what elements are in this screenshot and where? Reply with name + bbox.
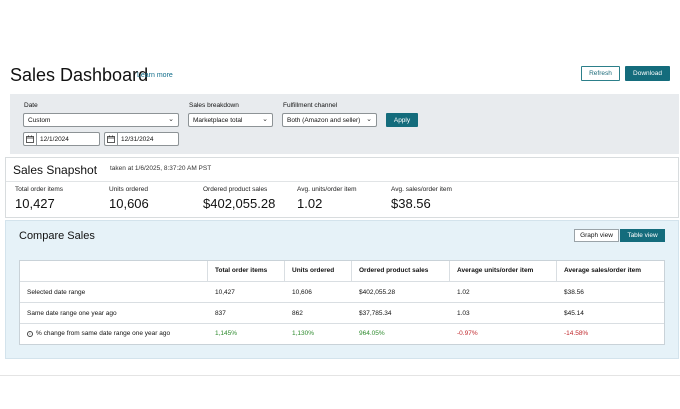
table-cell: $402,055.28 bbox=[359, 289, 396, 296]
table-cell: 964.05% bbox=[359, 330, 385, 337]
learn-more-link[interactable]: Learn more bbox=[137, 72, 173, 79]
table-cell: $37,785.34 bbox=[359, 310, 392, 317]
page-title: Sales Dashboard bbox=[10, 65, 149, 85]
table-cell: $45.14 bbox=[564, 310, 584, 317]
table-header-row: Total order items Units ordered Ordered … bbox=[20, 261, 664, 282]
table-cell: -0.97% bbox=[457, 330, 478, 337]
fulfillment-channel-value: Both (Amazon and seller) bbox=[287, 116, 361, 124]
metric-label-units-ordered: Units ordered bbox=[109, 186, 149, 193]
column-header: Average units/order item bbox=[457, 267, 534, 274]
divider bbox=[0, 375, 680, 376]
metric-value-total-order-items: 10,427 bbox=[15, 196, 55, 211]
table-cell: 1,130% bbox=[292, 330, 315, 337]
table-cell: 1,145% bbox=[215, 330, 238, 337]
refresh-button[interactable]: Refresh bbox=[581, 66, 620, 81]
metric-value-ordered-product-sales: $402,055.28 bbox=[203, 196, 276, 211]
row-label: Same date range one year ago bbox=[27, 310, 117, 317]
metric-label-total-order-items: Total order items bbox=[15, 186, 64, 193]
download-button[interactable]: Download bbox=[625, 66, 670, 81]
metric-label-avg-units: Avg. units/order item bbox=[297, 186, 357, 193]
fulfillment-channel-label: Fulfillment channel bbox=[283, 102, 338, 109]
graph-view-button[interactable]: Graph view bbox=[574, 229, 619, 242]
row-label: Selected date range bbox=[27, 289, 86, 296]
table-cell: 10,606 bbox=[292, 289, 312, 296]
chevron-down-icon: ⌄ bbox=[366, 116, 372, 123]
calendar-icon bbox=[24, 135, 36, 143]
table-cell: 1.02 bbox=[457, 289, 470, 296]
date-range-select[interactable]: Custom ⌄ bbox=[23, 113, 179, 127]
start-date-input[interactable]: 12/1/2024 bbox=[23, 132, 100, 146]
start-date-value: 12/1/2024 bbox=[36, 133, 69, 145]
row-label-text: % change from same date range one year a… bbox=[36, 330, 171, 337]
end-date-value: 12/31/2024 bbox=[117, 133, 154, 145]
row-label: i % change from same date range one year… bbox=[27, 330, 170, 337]
table-cell: 10,427 bbox=[215, 289, 235, 296]
snapshot-timestamp: taken at 1/6/2025, 8:37:20 AM PST bbox=[110, 165, 212, 172]
calendar-icon bbox=[105, 135, 117, 143]
chevron-down-icon: ⌄ bbox=[262, 116, 268, 123]
sales-breakdown-select[interactable]: Marketplace total ⌄ bbox=[188, 113, 273, 127]
metric-label-avg-sales: Avg. sales/order item bbox=[391, 186, 452, 193]
date-range-value: Custom bbox=[28, 116, 51, 124]
sales-snapshot-panel bbox=[5, 157, 679, 218]
snapshot-title: Sales Snapshot bbox=[13, 163, 98, 177]
compare-sales-title: Compare Sales bbox=[19, 230, 95, 242]
column-header: Average sales/order item bbox=[564, 267, 642, 274]
table-cell: -14.58% bbox=[564, 330, 589, 337]
compare-sales-table: Total order items Units ordered Ordered … bbox=[19, 260, 665, 345]
table-cell: 837 bbox=[215, 310, 226, 317]
sales-breakdown-label: Sales breakdown bbox=[189, 102, 239, 109]
column-header: Units ordered bbox=[292, 267, 335, 274]
apply-button[interactable]: Apply bbox=[386, 113, 418, 127]
end-date-input[interactable]: 12/31/2024 bbox=[104, 132, 179, 146]
date-label: Date bbox=[24, 102, 38, 109]
sales-breakdown-value: Marketplace total bbox=[193, 116, 243, 124]
metric-value-units-ordered: 10,606 bbox=[109, 196, 149, 211]
metric-label-ordered-product-sales: Ordered product sales bbox=[203, 186, 268, 193]
metric-value-avg-sales: $38.56 bbox=[391, 196, 431, 211]
info-icon[interactable]: i bbox=[27, 330, 33, 337]
table-cell: 862 bbox=[292, 310, 303, 317]
table-cell: 1.03 bbox=[457, 310, 470, 317]
table-cell: $38.56 bbox=[564, 289, 584, 296]
table-row: Same date range one year ago 837 862 $37… bbox=[20, 303, 664, 324]
column-header: Ordered product sales bbox=[359, 267, 429, 274]
fulfillment-channel-select[interactable]: Both (Amazon and seller) ⌄ bbox=[282, 113, 377, 127]
metric-value-avg-units: 1.02 bbox=[297, 196, 323, 211]
chevron-down-icon: ⌄ bbox=[168, 116, 174, 123]
table-view-button[interactable]: Table view bbox=[620, 229, 665, 242]
column-header: Total order items bbox=[215, 267, 268, 274]
divider bbox=[6, 181, 678, 182]
table-row: i % change from same date range one year… bbox=[20, 324, 664, 344]
table-row: Selected date range 10,427 10,606 $402,0… bbox=[20, 282, 664, 303]
